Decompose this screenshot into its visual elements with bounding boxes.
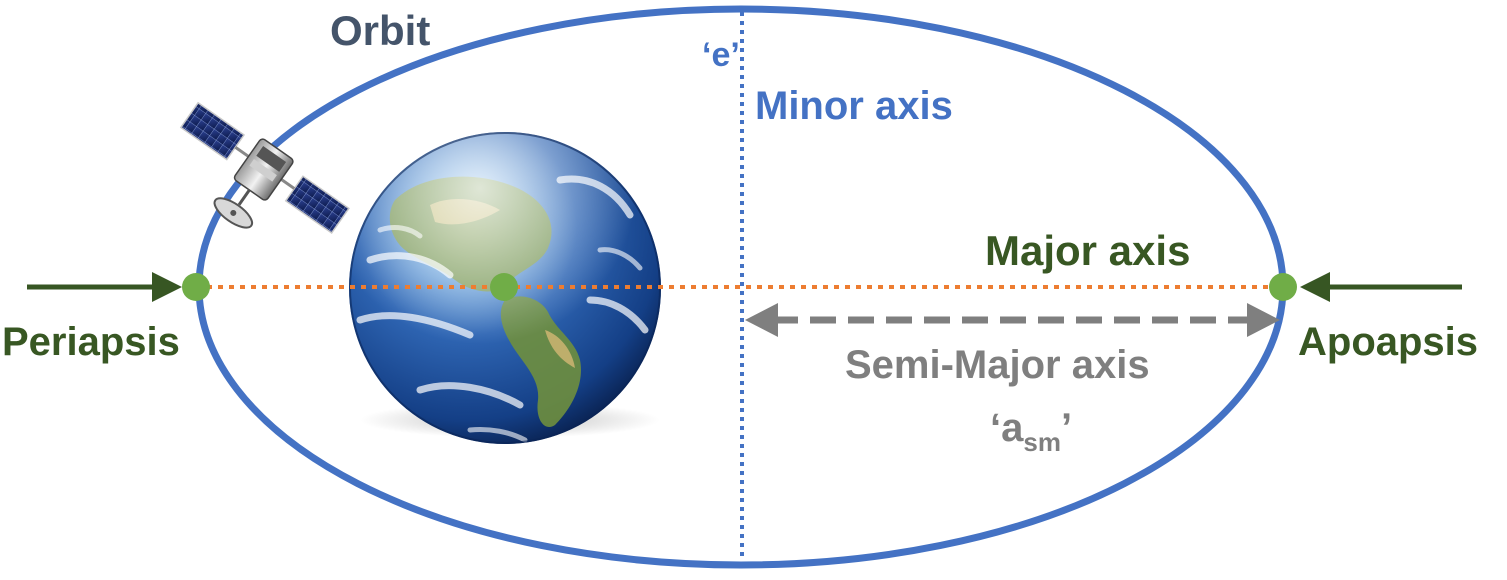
apoapsis-arrow [1300,272,1462,302]
asm-symbol-label: ‘asm’ [990,406,1073,455]
apoapsis-label: Apoapsis [1298,320,1479,364]
semi-major-axis-label: Semi-Major axis [845,343,1150,387]
asm-close: ’ [1060,406,1073,450]
semi-major-axis-arrow [745,303,1280,337]
eccentricity-label: ‘e’ [702,36,740,74]
periapsis-arrow [27,272,182,302]
major-axis-label: Major axis [985,227,1191,274]
periapsis-label: Periapsis [2,320,180,364]
apoapsis-point [1269,273,1297,301]
minor-axis-label: Minor axis [755,84,953,128]
periapsis-point [182,273,210,301]
focus-point [490,273,518,301]
satellite-icon [179,101,350,235]
asm-open: ‘a [990,406,1024,450]
asm-subscript: sm [1023,427,1061,457]
orbit-label: Orbit [330,7,431,54]
